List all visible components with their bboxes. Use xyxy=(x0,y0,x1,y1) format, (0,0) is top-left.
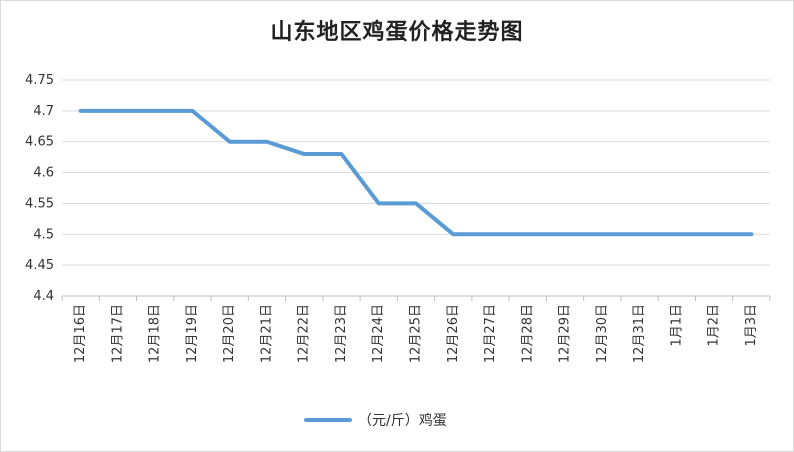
x-tick-label: 12月18日 xyxy=(148,304,163,363)
x-tick-label: 12月21日 xyxy=(259,304,274,363)
x-tick-label: 1月1日 xyxy=(669,304,684,347)
y-tick-label: 4.75 xyxy=(25,73,54,88)
x-tick-label: 12月19日 xyxy=(185,304,200,363)
x-axis xyxy=(61,295,771,301)
x-tick-label: 12月17日 xyxy=(110,304,125,363)
x-tick-label: 12月25日 xyxy=(409,304,424,363)
y-tick-label: 4.55 xyxy=(25,196,54,211)
x-tick-label: 1月2日 xyxy=(707,304,722,347)
y-tick-label: 4.6 xyxy=(33,166,54,181)
x-tick-label: 12月29日 xyxy=(558,304,573,363)
y-tick-label: 4.65 xyxy=(25,135,54,150)
y-tick-label: 4.4 xyxy=(33,289,54,304)
x-tick-label: 12月22日 xyxy=(297,304,312,363)
x-tick-label: 12月27日 xyxy=(483,304,498,363)
y-tick-label: 4.7 xyxy=(33,104,54,119)
legend-label: （元/斤）鸡蛋 xyxy=(358,412,447,429)
y-tick-label: 4.5 xyxy=(33,227,54,242)
x-tick-label: 12月28日 xyxy=(520,304,535,363)
series-layer xyxy=(78,108,754,237)
x-tick-label: 12月23日 xyxy=(334,304,349,363)
x-tick-label: 12月26日 xyxy=(446,304,461,363)
x-tick-label: 12月20日 xyxy=(222,304,237,363)
x-tick-label: 12月24日 xyxy=(371,304,386,363)
chart-title: 山东地区鸡蛋价格走势图 xyxy=(270,19,524,45)
x-tick-label: 1月3日 xyxy=(744,304,759,347)
x-tick-label: 12月30日 xyxy=(595,304,610,363)
y-axis-ticks: 4.4 4.45 4.5 4.55 4.6 4.65 4.7 4.75 xyxy=(25,73,54,304)
legend: （元/斤）鸡蛋 xyxy=(304,412,447,429)
x-tick-label: 12月31日 xyxy=(632,304,647,363)
series-line xyxy=(78,108,754,237)
y-tick-label: 4.45 xyxy=(25,258,54,273)
x-tick-label: 12月16日 xyxy=(73,304,88,363)
x-axis-ticks: 12月16日 12月17日 12月18日 12月19日 12月20日 12月21日 12月2… xyxy=(73,304,759,363)
